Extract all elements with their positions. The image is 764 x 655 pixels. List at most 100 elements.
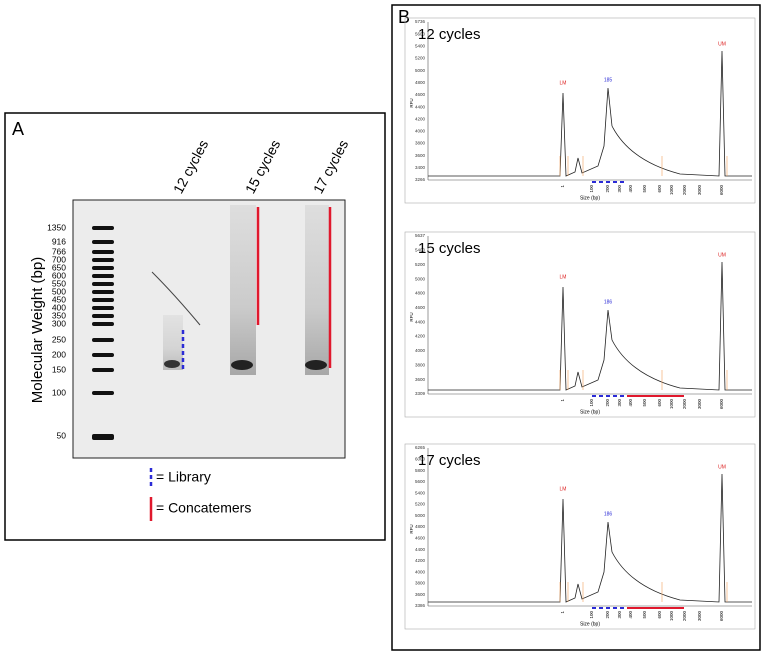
panel-label: B (398, 7, 410, 27)
y-tick-label: 5200 (415, 262, 426, 267)
panel-label: A (12, 119, 24, 139)
plot-frame (404, 443, 756, 630)
y-tick-label: 4400 (415, 104, 426, 109)
y-tick-label: 4600 (415, 535, 426, 540)
ladder-band (92, 274, 114, 278)
x-tick-label: 1000 (669, 399, 674, 410)
ladder-band (92, 266, 114, 270)
x-tick-label: 2000 (682, 399, 687, 410)
x-axis-label: Size (bp) (580, 409, 600, 415)
y-tick-label: 5400 (415, 43, 426, 48)
x-tick-label: 200 (605, 185, 610, 193)
ladder-band (92, 298, 114, 302)
x-tick-label: 600 (657, 399, 662, 407)
y-tick-label: 4200 (415, 558, 426, 563)
x-tick-label: 400 (628, 185, 633, 193)
y-tick-label: 5400 (415, 490, 426, 495)
band (164, 360, 180, 368)
x-tick-label: 2000 (682, 185, 687, 196)
y-tick-label: 5600 (415, 31, 426, 36)
y-tick-label: 6265 (415, 445, 426, 450)
x-tick-label: 100 (589, 185, 594, 193)
x-tick-label: 600 (657, 185, 662, 193)
y-tick-label: 5400 (415, 248, 426, 253)
x-tick-label: 6000 (719, 399, 724, 410)
x-tick-label: 6000 (719, 185, 724, 196)
y-tick-label: 6000 (415, 456, 426, 461)
ladder-label: 766 (52, 246, 66, 256)
ladder-label: 200 (52, 349, 66, 359)
trace (428, 473, 752, 603)
plot-frame (404, 17, 756, 204)
ladder-label: 916 (52, 236, 66, 246)
y-tick-label: 3800 (415, 362, 426, 367)
smear (305, 205, 329, 375)
x-tick-label: 300 (617, 185, 622, 193)
y-tick-label: 4000 (415, 569, 426, 574)
ladder-band (92, 258, 114, 262)
trace (428, 261, 752, 391)
y-axis-label: RFU (409, 98, 414, 107)
y-tick-label: 3800 (415, 141, 426, 146)
x-tick-label: 1000 (669, 185, 674, 196)
marker-label: LM (560, 486, 567, 492)
marker-label: UM (718, 41, 726, 47)
lane-label: 12 cycles (170, 137, 212, 196)
y-tick-label: 4800 (415, 291, 426, 296)
ladder-label: 350 (52, 310, 66, 320)
y-tick-label: 5736 (415, 19, 426, 24)
ladder-band (92, 282, 114, 286)
x-tick-label: 300 (617, 399, 622, 407)
ladder-label: 50 (57, 430, 67, 440)
marker-label: LM (560, 274, 567, 280)
peak-label: 186 (604, 299, 613, 305)
ladder-band (92, 322, 114, 326)
ladder-label: 550 (52, 278, 66, 288)
y-tick-label: 4600 (415, 92, 426, 97)
ladder-band (92, 368, 114, 372)
peak-label: 185 (604, 77, 613, 83)
ladder-band (92, 314, 114, 318)
y-tick-label: 4000 (415, 348, 426, 353)
y-tick-label: 5200 (415, 56, 426, 61)
y-tick-label: 5637 (415, 233, 426, 238)
y-tick-label: 5000 (415, 68, 426, 73)
ladder-band (92, 290, 114, 294)
y-axis-label: RFU (409, 524, 414, 533)
x-tick-label: 1 (560, 399, 565, 402)
y-tick-label: 5800 (415, 468, 426, 473)
y-tick-label: 3800 (415, 581, 426, 586)
gel (72, 199, 346, 459)
trace (428, 50, 752, 177)
ladder-band (92, 250, 114, 254)
ladder-label: 250 (52, 334, 66, 344)
x-tick-label: 3000 (697, 611, 702, 622)
peak-label: 186 (604, 511, 613, 517)
x-tick-label: 400 (628, 611, 633, 619)
x-tick-label: 500 (642, 185, 647, 193)
x-tick-label: 1000 (669, 611, 674, 622)
x-tick-label: 3000 (697, 399, 702, 410)
y-axis-label: Molecular Weight (bp) (29, 257, 46, 403)
band (231, 360, 253, 370)
lane-label: 17 cycles (310, 137, 352, 196)
marker-label: LM (560, 80, 567, 86)
y-tick-label: 3600 (415, 153, 426, 158)
y-axis-label: RFU (409, 312, 414, 321)
ladder-label: 500 (52, 286, 66, 296)
y-tick-label: 4000 (415, 129, 426, 134)
ladder-label: 600 (52, 270, 66, 280)
x-tick-label: 200 (605, 399, 610, 407)
ladder-band (92, 240, 114, 244)
y-tick-label: 4400 (415, 319, 426, 324)
smear (163, 315, 183, 370)
x-tick-label: 500 (642, 611, 647, 619)
x-tick-label: 400 (628, 399, 633, 407)
y-tick-label: 3266 (415, 177, 426, 182)
y-tick-label: 3600 (415, 377, 426, 382)
ladder-band (92, 338, 114, 342)
ladder-band (92, 391, 114, 395)
ladder-label: 450 (52, 294, 66, 304)
panel-b-frame (391, 4, 761, 651)
